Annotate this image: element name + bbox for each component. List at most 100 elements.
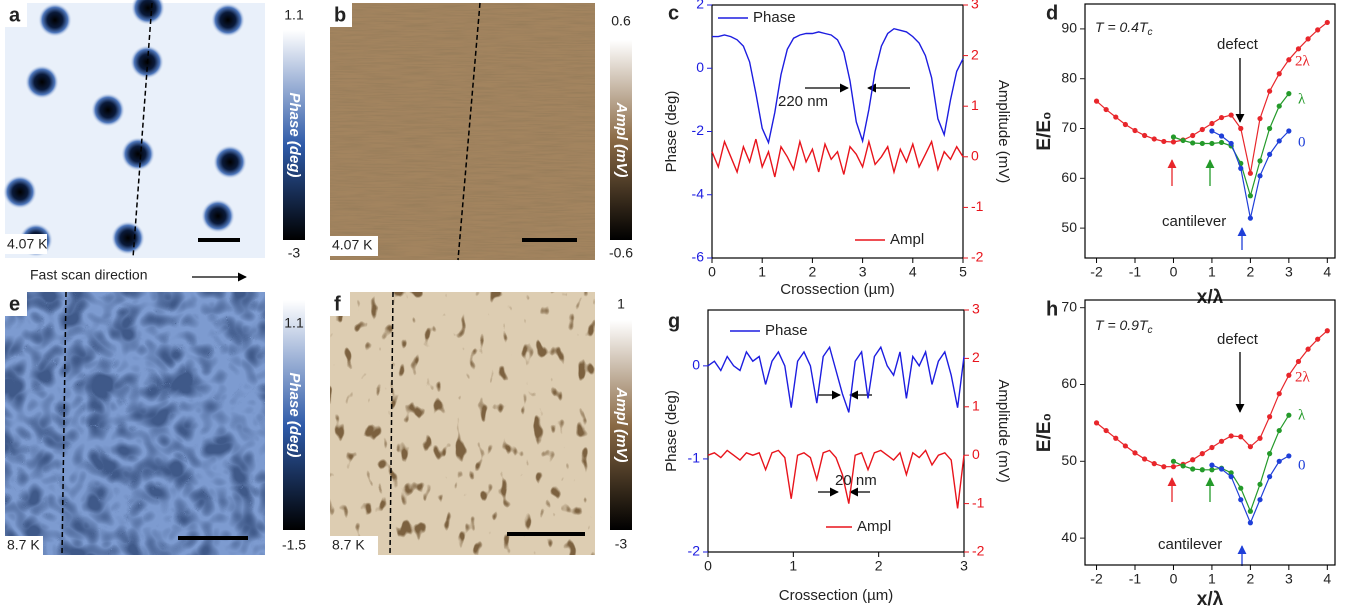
panel-label: c [668,2,679,24]
y2-tick-label: 2 [971,46,979,62]
afm-texture [330,292,595,555]
x-tick-label: 1 [1208,571,1216,587]
y2-tick-label: -1 [972,494,985,510]
scan-direction: Fast scan direction [30,267,148,283]
x-tick-label: -2 [1090,571,1103,587]
y2-tick-label: 2 [972,349,980,365]
label-box [330,292,350,316]
x-tick-label: 1 [758,264,766,280]
y-tick-label: -4 [692,185,705,201]
y-axis-label: Phase (deg) [663,91,680,173]
scale-bar [198,238,240,242]
point [1324,19,1330,26]
x-tick-label: 2 [1246,264,1254,280]
label-box [5,536,43,555]
condition: T = 0.4Tc [1095,19,1153,38]
legend-label: Phase [753,9,796,26]
point [1228,470,1234,476]
point [1267,451,1273,457]
point [1286,128,1292,134]
point [1228,433,1234,439]
point [1151,461,1157,467]
colorbar-max: 1.1 [284,7,304,23]
x-tick-label: 3 [1285,571,1293,587]
point [1295,358,1302,365]
point [1276,427,1282,434]
point [1228,474,1234,480]
colorbar-title: Ampl (mV) [613,387,630,463]
series-label: λ [1298,91,1306,107]
colorbar [610,40,632,240]
point [1276,391,1282,397]
temperature: 8.7 K [7,537,40,553]
colorbar [283,30,305,240]
x-tick-label: -2 [1090,264,1103,280]
x-axis-label: x/λ [1197,589,1224,610]
scan-line [457,2,481,261]
point [1170,134,1177,140]
point [1257,497,1263,503]
panel-label: h [1046,298,1058,320]
panel-label: a [9,4,21,26]
y-tick-label: 70 [1061,298,1077,314]
colorbar-min: -3 [615,536,628,552]
colorbar [283,300,305,530]
x-tick-label: 1 [1208,264,1216,280]
point [1286,57,1292,63]
annotation: 220 nm [778,93,828,110]
point [1218,466,1225,472]
plot-frame [1084,3,1336,259]
legend-label: Phase [765,322,808,339]
point [1238,165,1244,171]
point [1132,450,1138,456]
colorbar-max: 1 [617,296,625,312]
label-box [330,536,378,555]
y2-axis-label: Amplitude (mV) [995,379,1012,482]
point [1315,336,1321,342]
annotation-arrows [805,58,1247,566]
y2-tick-label: -2 [971,249,984,265]
annotation: 20 nm [835,472,877,489]
scale-bar [178,536,248,540]
point [1122,121,1128,128]
x-tick-label: 5 [959,264,967,280]
point [1247,444,1253,450]
y-tick-label: 60 [1061,375,1077,391]
point [1257,158,1263,164]
point [1142,132,1148,139]
point [1267,88,1273,94]
point [1286,91,1292,97]
x-tick-label: 4 [1323,571,1331,587]
x-tick-label: -1 [1129,571,1142,587]
point [1180,137,1186,144]
point [1190,132,1196,139]
colorbar-title: Phase (deg) [286,372,303,457]
x-tick-label: 0 [1170,571,1178,587]
colorbar-min: -1.5 [282,537,306,553]
x-axis-label: Crossection (µm) [779,587,894,604]
panel-label: e [9,293,20,315]
point [1276,138,1282,144]
point [1199,140,1205,147]
point [1276,71,1282,77]
annotation: cantilever [1158,536,1222,553]
y-tick-label: 2 [696,0,704,12]
point [1247,508,1253,514]
colorbar-max: 1.1 [284,315,304,331]
colorbar-title: Phase (deg) [286,92,303,177]
point [1286,372,1292,378]
series-line [711,138,964,178]
label-box [5,292,27,316]
panel-label: f [334,293,341,315]
x-tick-label: 3 [960,558,968,574]
y-tick-label: -2 [688,543,701,559]
y-tick-label: 80 [1061,69,1077,85]
series-label: 0 [1298,457,1306,473]
x-tick-label: 2 [1246,571,1254,587]
point [1247,215,1253,221]
point [1228,140,1234,147]
temperature: 8.7 K [332,537,365,553]
scan-line [389,291,394,556]
point [1218,114,1225,121]
series-label: 2λ [1295,369,1311,385]
